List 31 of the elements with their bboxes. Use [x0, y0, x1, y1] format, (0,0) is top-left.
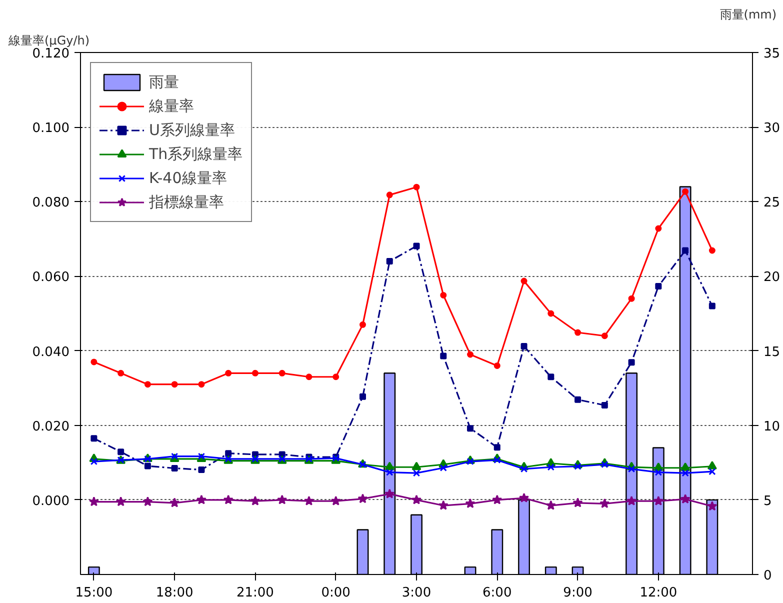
- y2-tick-label: 30: [764, 121, 780, 136]
- legend-label: 線量率: [149, 96, 194, 116]
- x-tick-label: 6:00: [482, 586, 512, 600]
- y-tick-label: 0.080: [32, 196, 70, 211]
- x-tick-label: 0:00: [321, 586, 350, 600]
- x-tick-label: 9:00: [563, 586, 592, 600]
- y2-tick-label: 0: [764, 568, 772, 584]
- y2-tick-label: 20: [764, 270, 780, 286]
- legend-label: 指標線量率: [149, 192, 224, 212]
- y-axis-title: 線量率(μGy/h): [8, 34, 90, 48]
- y2-tick-label: 10: [764, 419, 780, 434]
- legend-label: Th系列線量率: [149, 144, 243, 164]
- legend-label: U系列線量率: [149, 120, 235, 140]
- y2-axis-title: 雨量(mm): [720, 8, 777, 22]
- y2-tick-label: 15: [764, 344, 780, 360]
- y-tick-label: 0.060: [32, 270, 70, 286]
- y2-tick-label: 5: [764, 494, 772, 509]
- y-tick-label: 0.120: [32, 46, 70, 62]
- y-tick-label: 0.040: [32, 344, 70, 360]
- y2-tick-label: 25: [764, 196, 780, 211]
- x-tick-label: 3:00: [402, 586, 432, 600]
- y-tick-label: 0.020: [32, 419, 70, 434]
- y2-tick-label: 35: [764, 46, 780, 62]
- legend-label: K-40線量率: [149, 168, 227, 188]
- y-tick-label: 0.100: [32, 121, 70, 136]
- legend-label: 雨量: [149, 72, 179, 92]
- x-tick-label: 21:00: [236, 586, 274, 600]
- x-tick-label: 18:00: [156, 586, 194, 600]
- x-tick-label: 12:00: [640, 586, 678, 600]
- x-tick-label: 15:00: [75, 586, 113, 600]
- y-tick-label: 0.000: [32, 494, 70, 509]
